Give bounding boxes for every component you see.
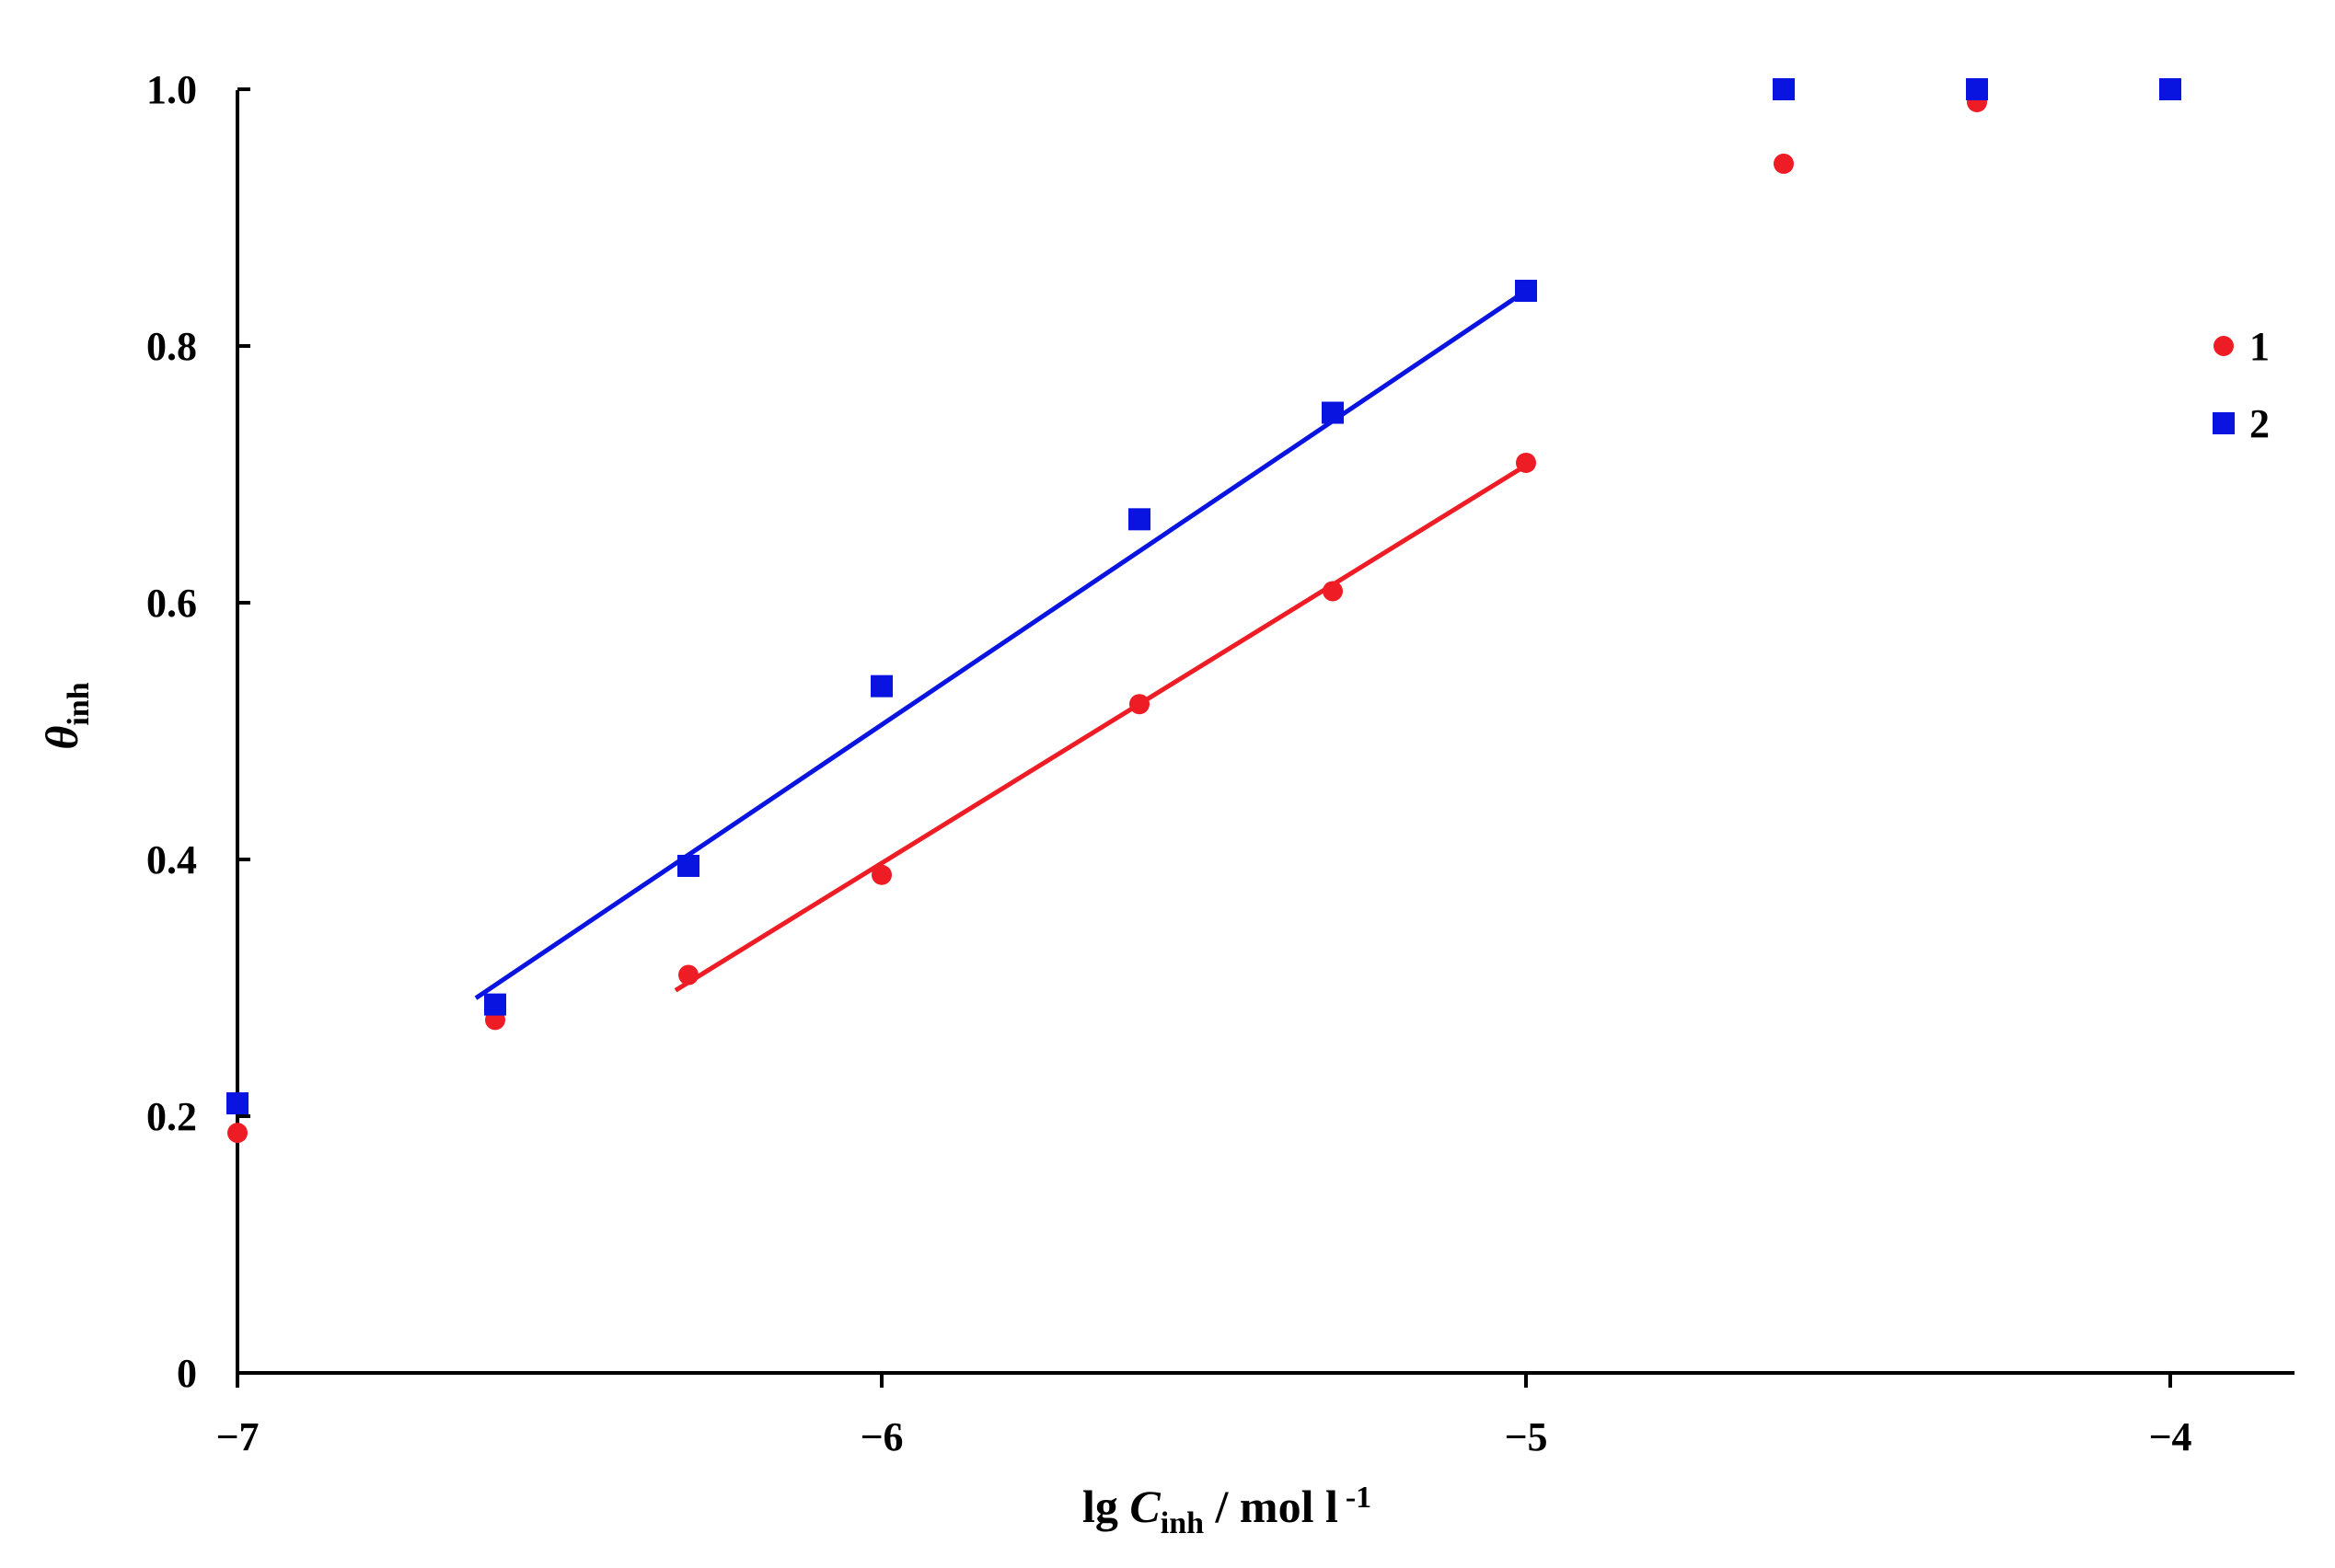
x-tick-label: −7: [215, 1414, 259, 1459]
y-tick-label: 1.0: [146, 67, 197, 112]
y-tick-label: 0.6: [146, 581, 197, 626]
y-tick-label: 0.4: [146, 837, 197, 882]
y-label-subscript: inh: [62, 682, 96, 725]
y-tick-label: 0.2: [146, 1094, 197, 1139]
y-axis-label: θinh: [36, 682, 96, 749]
x-label-prefix: lg: [1082, 1481, 1129, 1532]
series-2-point: [484, 993, 506, 1016]
series-1-point: [1774, 153, 1794, 174]
series-2-point: [2159, 78, 2181, 100]
series-2-point: [1322, 401, 1344, 424]
x-label-subscript: inh: [1161, 1506, 1204, 1540]
x-label-superscript: -1: [1346, 1481, 1371, 1515]
series-1-point: [1516, 452, 1536, 473]
legend-marker-1: [2214, 336, 2234, 356]
series-2-point: [1966, 78, 1988, 100]
x-tick-label: −4: [2148, 1414, 2191, 1459]
fit-line-series-1: [674, 463, 1528, 993]
x-label-symbol: C: [1129, 1481, 1161, 1532]
series-2-point: [1773, 78, 1795, 100]
y-tick-label: 0: [177, 1351, 197, 1396]
x-axis-label: lg Cinh / mol l -1: [1082, 1481, 1371, 1540]
series-1-point: [872, 864, 892, 885]
series-2-point: [226, 1092, 249, 1115]
legend: 12: [2213, 324, 2270, 446]
x-label-suffix: / mol l: [1204, 1481, 1338, 1532]
x-tick-label: −6: [860, 1414, 903, 1459]
series-1-point: [1129, 694, 1150, 715]
fit-lines: [474, 288, 1528, 1000]
axes: [236, 90, 2295, 1375]
y-ticks: 0 0.2 0.4 0.6 0.8 1.0: [146, 67, 250, 1396]
series-1-point: [1323, 581, 1343, 602]
series-1-point: [678, 964, 699, 986]
series-1-point: [227, 1123, 248, 1144]
x-tick-label: −5: [1504, 1414, 1547, 1459]
legend-label-2: 2: [2249, 401, 2270, 446]
x-ticks: −7 −6 −5 −4: [215, 1373, 2192, 1459]
data-points: [226, 78, 2181, 1144]
series-2-point: [677, 854, 699, 877]
legend-label-1: 1: [2249, 324, 2270, 369]
y-tick-label: 0.8: [146, 324, 197, 369]
legend-marker-2: [2213, 412, 2235, 434]
y-label-symbol: θ: [36, 726, 87, 750]
fit-line-series-2: [474, 288, 1528, 1000]
series-2-point: [1128, 508, 1150, 531]
series-2-point: [871, 674, 893, 698]
series-2-point: [1515, 280, 1537, 303]
